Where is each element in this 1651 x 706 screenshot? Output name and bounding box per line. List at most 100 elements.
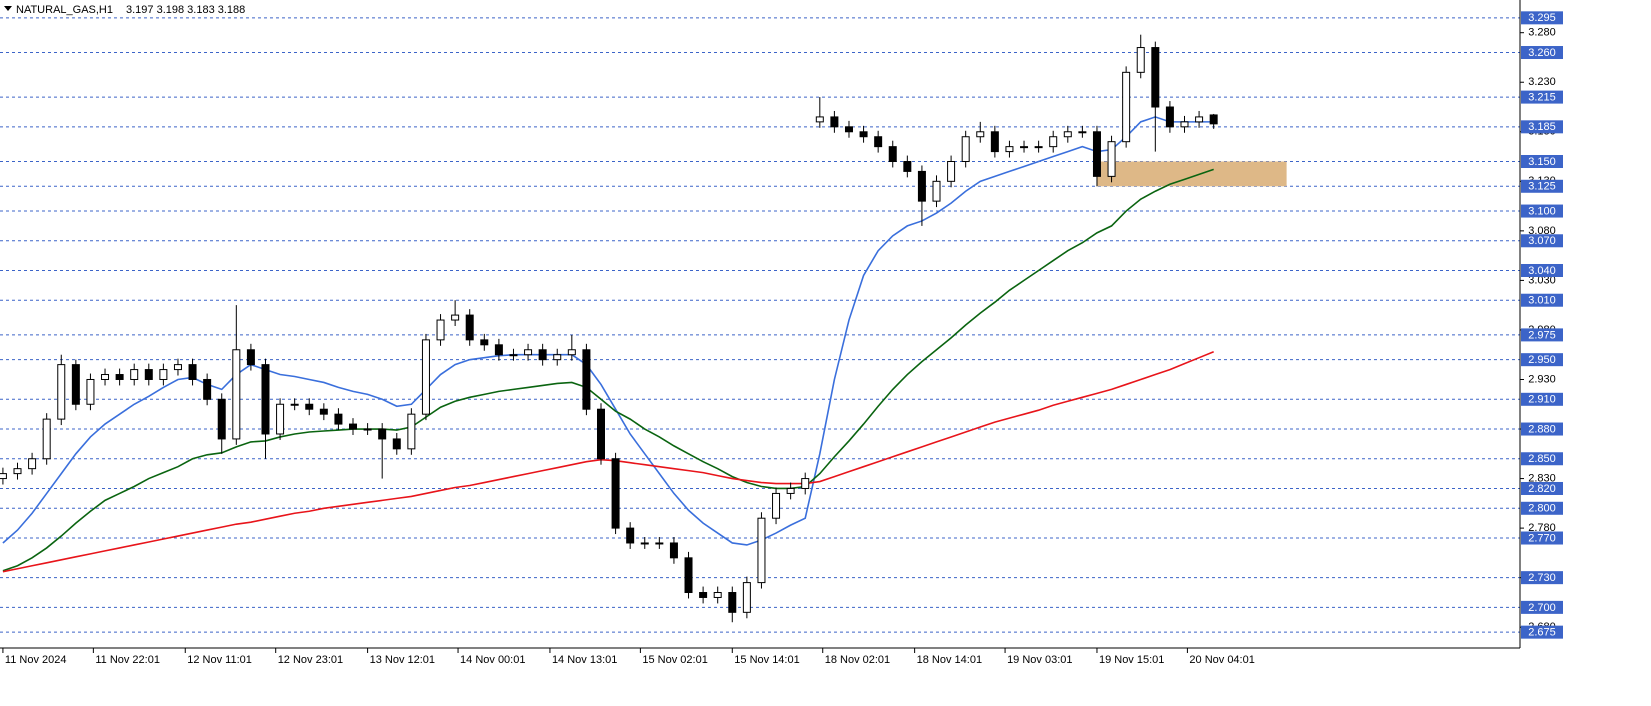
x-tick-label: 11 Nov 2024 [5, 654, 67, 666]
level-label: 2.820 [1528, 483, 1556, 495]
candle-body [509, 354, 518, 357]
x-tick-label: 19 Nov 03:01 [1007, 654, 1072, 666]
level-label: 3.185 [1528, 121, 1556, 133]
candle-body [1063, 131, 1072, 138]
level-label-bg [1521, 531, 1563, 545]
level-label-bg [1521, 204, 1563, 218]
level-label: 3.215 [1528, 92, 1556, 104]
candle-body [684, 557, 693, 594]
y-tick-label: 2.780 [1528, 522, 1556, 534]
candle-body [947, 161, 956, 182]
candle-body [290, 403, 299, 406]
candle-body [378, 428, 387, 440]
chart-title: NATURAL_GAS,H1 [16, 4, 113, 16]
candle-body [742, 582, 751, 613]
level-label: 2.950 [1528, 354, 1556, 366]
level-label-bg [1521, 11, 1563, 25]
level-label: 2.880 [1528, 423, 1556, 435]
candle-body [319, 408, 328, 415]
candle-body [188, 364, 197, 380]
x-tick-label: 18 Nov 02:01 [825, 654, 890, 666]
candle-body [334, 413, 343, 425]
candle-body [961, 136, 970, 163]
level-label: 3.040 [1528, 265, 1556, 277]
level-label-bg [1521, 353, 1563, 367]
candle-body [713, 592, 722, 598]
y-tick-label: 3.280 [1528, 27, 1556, 39]
candle-body [1209, 114, 1218, 125]
level-label-bg [1521, 120, 1563, 134]
candle-body [903, 161, 912, 172]
candle-body [567, 349, 576, 356]
candle-body [42, 418, 51, 460]
candle-body [436, 319, 445, 341]
level-label-bg [1521, 625, 1563, 639]
candle-body [976, 131, 985, 138]
candle-body [874, 136, 883, 148]
candle-body [640, 542, 649, 545]
candle-body [815, 116, 824, 123]
candle-body [86, 378, 95, 405]
x-tick-label: 14 Nov 00:01 [460, 654, 525, 666]
level-label: 3.295 [1528, 12, 1556, 24]
candle-body [830, 116, 839, 128]
level-label: 2.770 [1528, 532, 1556, 544]
candle-body [626, 527, 635, 544]
candle-body [699, 592, 708, 598]
level-label-bg [1521, 90, 1563, 104]
candle-body [1078, 131, 1087, 134]
y-tick-label: 2.930 [1528, 373, 1556, 385]
candle-body [217, 398, 226, 440]
candle-body [203, 378, 212, 400]
x-tick-label: 13 Nov 12:01 [370, 654, 435, 666]
candle-body [786, 487, 795, 494]
candle-body [276, 403, 285, 435]
candle-body [130, 369, 139, 380]
candle-body [772, 492, 781, 519]
candle-body [480, 339, 489, 346]
candle-body [173, 364, 182, 371]
level-label-bg [1521, 571, 1563, 585]
level-label: 3.150 [1528, 156, 1556, 168]
x-tick-label: 20 Nov 04:01 [1189, 654, 1254, 666]
level-label: 3.125 [1528, 181, 1556, 193]
candle-body [655, 542, 664, 545]
plot [0, 34, 1287, 623]
level-label: 2.800 [1528, 503, 1556, 515]
level-label-bg [1521, 46, 1563, 60]
candle-body [392, 438, 401, 450]
x-tick-label: 11 Nov 22:01 [95, 654, 160, 666]
candle-body [538, 349, 547, 361]
candle-body [0, 473, 7, 480]
candle-body [932, 180, 941, 202]
level-label: 2.700 [1528, 602, 1556, 614]
y-tick-label: 3.080 [1528, 225, 1556, 237]
candle-body [1049, 136, 1058, 148]
candle-body [232, 349, 241, 440]
x-tick-label: 15 Nov 02:01 [642, 654, 707, 666]
level-label: 2.910 [1528, 394, 1556, 406]
candle-body [1005, 146, 1014, 153]
candle-body [757, 517, 766, 584]
moving-average-line [2, 168, 1214, 572]
level-label-bg [1521, 422, 1563, 436]
candle-body [801, 478, 810, 489]
candle-body [349, 423, 358, 430]
level-label-bg [1521, 501, 1563, 515]
candle-body [888, 146, 897, 163]
candle-body [57, 364, 66, 420]
menu-arrow [4, 6, 12, 11]
candle-body [1034, 146, 1043, 149]
x-tick-label: 18 Nov 14:01 [917, 654, 982, 666]
candle-body [71, 364, 80, 405]
candle-body [407, 413, 416, 450]
candle-body [13, 468, 22, 475]
level-label-bg [1521, 600, 1563, 614]
grid [0, 17, 1520, 633]
candle-body [728, 592, 737, 613]
x-tick-label: 15 Nov 14:01 [734, 654, 799, 666]
y-tick-label: 3.230 [1528, 76, 1556, 88]
candle-body [101, 374, 110, 380]
level-label: 2.675 [1528, 627, 1556, 639]
candle-body [451, 314, 460, 321]
